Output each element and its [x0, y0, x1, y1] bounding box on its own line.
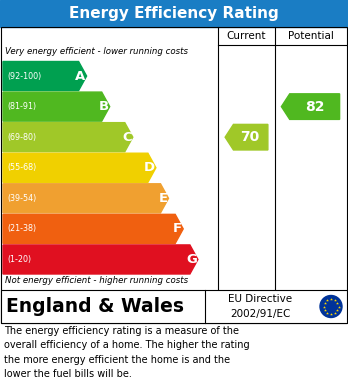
Text: (55-68): (55-68)	[7, 163, 36, 172]
Polygon shape	[3, 61, 87, 91]
Text: G: G	[186, 253, 197, 266]
Text: Potential: Potential	[287, 31, 333, 41]
Text: D: D	[144, 161, 155, 174]
Text: C: C	[122, 131, 132, 143]
Text: Current: Current	[227, 31, 266, 41]
Text: The energy efficiency rating is a measure of the
overall efficiency of a home. T: The energy efficiency rating is a measur…	[4, 326, 250, 379]
Polygon shape	[282, 94, 340, 119]
Bar	[1, 27, 347, 323]
Text: (39-54): (39-54)	[7, 194, 36, 203]
Text: A: A	[76, 70, 86, 83]
Bar	[1, 290, 347, 323]
Circle shape	[320, 296, 342, 317]
Text: 82: 82	[305, 100, 324, 114]
Polygon shape	[3, 214, 183, 244]
Bar	[0, 0, 348, 27]
Polygon shape	[3, 153, 156, 182]
Text: E: E	[158, 192, 167, 205]
Text: Very energy efficient - lower running costs: Very energy efficient - lower running co…	[5, 47, 188, 56]
Text: Not energy efficient - higher running costs: Not energy efficient - higher running co…	[5, 276, 188, 285]
Text: Energy Efficiency Rating: Energy Efficiency Rating	[69, 6, 279, 21]
Polygon shape	[225, 124, 268, 150]
Text: England & Wales: England & Wales	[6, 297, 184, 316]
Text: (21-38): (21-38)	[7, 224, 36, 233]
Polygon shape	[3, 92, 110, 121]
Text: EU Directive
2002/91/EC: EU Directive 2002/91/EC	[228, 294, 292, 319]
Text: B: B	[98, 100, 109, 113]
Text: (69-80): (69-80)	[7, 133, 36, 142]
Text: (92-100): (92-100)	[7, 72, 41, 81]
Text: F: F	[173, 222, 182, 235]
Text: (1-20): (1-20)	[7, 255, 31, 264]
Text: (81-91): (81-91)	[7, 102, 36, 111]
Polygon shape	[3, 123, 133, 152]
Text: 70: 70	[240, 130, 259, 144]
Polygon shape	[3, 245, 198, 274]
Polygon shape	[3, 184, 168, 213]
